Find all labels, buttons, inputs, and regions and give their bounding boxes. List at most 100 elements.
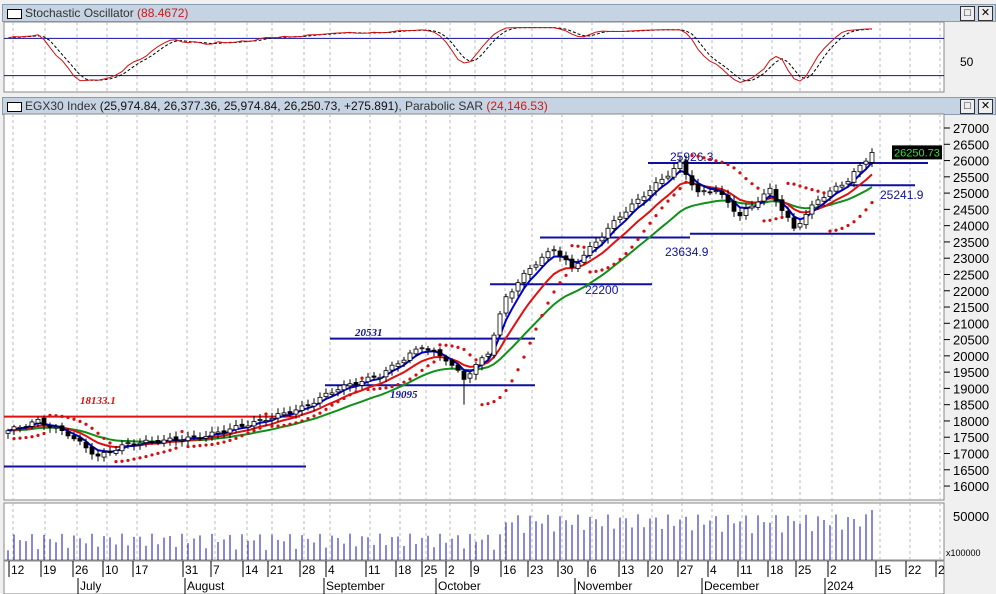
candle bbox=[791, 217, 797, 229]
candle bbox=[341, 384, 347, 391]
sar-dot bbox=[582, 245, 586, 249]
sar-dot bbox=[768, 218, 772, 222]
sar-dot bbox=[54, 414, 58, 418]
candle bbox=[197, 437, 203, 440]
maximize-button[interactable]: □ bbox=[960, 6, 975, 21]
date-day-label: 15 bbox=[878, 563, 892, 577]
stoch-k-line bbox=[7, 27, 873, 83]
date-day-label: 2 bbox=[448, 563, 455, 577]
maximize-button[interactable]: □ bbox=[960, 99, 975, 114]
candle bbox=[653, 182, 659, 192]
candle bbox=[149, 441, 155, 443]
sar-value: (24,146.53) bbox=[486, 99, 548, 113]
price-axis-label: 16000 bbox=[953, 479, 989, 494]
candle bbox=[413, 348, 419, 355]
candle bbox=[329, 392, 335, 395]
candle bbox=[695, 183, 701, 193]
price-axis-label: 19500 bbox=[953, 365, 989, 380]
price-title: EGX30 Index bbox=[25, 99, 97, 113]
stoch-value: (88.4672) bbox=[137, 6, 189, 20]
candle bbox=[569, 258, 575, 268]
date-day-label: 31 bbox=[185, 563, 199, 577]
sar-dot bbox=[840, 226, 844, 230]
sar-dot bbox=[708, 157, 712, 161]
candle bbox=[347, 383, 353, 387]
sar-dot bbox=[600, 268, 604, 272]
date-month-label: September bbox=[326, 579, 385, 593]
sar-dot bbox=[396, 382, 400, 387]
candle bbox=[221, 430, 227, 434]
sar-dot bbox=[468, 353, 472, 357]
sar-dot bbox=[294, 421, 298, 425]
candle bbox=[179, 440, 185, 442]
candle bbox=[767, 187, 773, 195]
sar-dot bbox=[252, 429, 256, 433]
candle bbox=[23, 426, 29, 428]
candle bbox=[317, 396, 323, 404]
candle bbox=[137, 442, 143, 445]
candle bbox=[665, 175, 671, 179]
sar-dot bbox=[612, 262, 616, 266]
candle bbox=[245, 425, 251, 428]
candle bbox=[71, 435, 77, 440]
date-day-label: 2 bbox=[830, 563, 837, 577]
price-axis-label: 21500 bbox=[953, 300, 989, 315]
candle bbox=[755, 201, 761, 208]
candle bbox=[845, 181, 851, 185]
sar-dot bbox=[672, 193, 676, 197]
date-day-label: 11 bbox=[368, 563, 381, 577]
sar-dot bbox=[432, 360, 436, 364]
candle bbox=[803, 214, 809, 226]
date-day-label: 28 bbox=[302, 563, 316, 577]
close-button[interactable]: ✕ bbox=[978, 6, 993, 21]
candle bbox=[551, 249, 557, 252]
date-day-label: 21 bbox=[270, 563, 284, 577]
date-month-label: August bbox=[187, 579, 225, 593]
candle bbox=[749, 205, 755, 209]
stoch-axis-label: 50 bbox=[960, 55, 974, 69]
sar-dot bbox=[288, 422, 292, 426]
candle bbox=[617, 216, 623, 220]
date-day-label: 9 bbox=[473, 563, 480, 577]
date-day-label: 17 bbox=[135, 563, 149, 577]
sar-dot bbox=[192, 444, 196, 448]
sar-dot bbox=[78, 419, 82, 424]
sar-dot bbox=[198, 444, 202, 448]
candle bbox=[257, 419, 263, 421]
pane-icon bbox=[7, 8, 22, 19]
candle bbox=[449, 359, 455, 366]
sar-dot bbox=[204, 443, 208, 447]
date-day-label: 13 bbox=[621, 563, 635, 577]
date-day-label: 20 bbox=[650, 563, 664, 577]
sar-dot bbox=[324, 407, 328, 411]
candle bbox=[629, 203, 635, 212]
candle bbox=[719, 190, 725, 195]
sar-dot bbox=[186, 444, 190, 449]
candle bbox=[869, 151, 875, 163]
candle bbox=[275, 413, 281, 419]
close-button[interactable]: ✕ bbox=[978, 99, 993, 114]
candle bbox=[119, 444, 125, 452]
candle bbox=[545, 251, 551, 259]
sar-dot bbox=[654, 213, 658, 218]
sar-dot bbox=[624, 252, 628, 256]
candle bbox=[203, 436, 209, 439]
price-axis-label: 22500 bbox=[953, 267, 989, 282]
date-day-label: 12 bbox=[11, 563, 25, 577]
candle bbox=[737, 212, 743, 217]
stoch-signal-line bbox=[7, 27, 873, 82]
sar-dot bbox=[102, 436, 106, 440]
sar-dot bbox=[114, 459, 118, 464]
sar-dot bbox=[720, 160, 724, 164]
level-label: 22200 bbox=[585, 283, 619, 297]
sar-dot bbox=[552, 290, 556, 294]
candle bbox=[647, 190, 653, 197]
sar-dot bbox=[864, 208, 868, 212]
sar-dot bbox=[48, 413, 52, 417]
sar-dot bbox=[702, 156, 706, 160]
price-axis-label: 16500 bbox=[953, 463, 989, 478]
price-axis-label: 26000 bbox=[953, 154, 989, 169]
candle bbox=[227, 428, 233, 434]
candle bbox=[47, 425, 53, 428]
